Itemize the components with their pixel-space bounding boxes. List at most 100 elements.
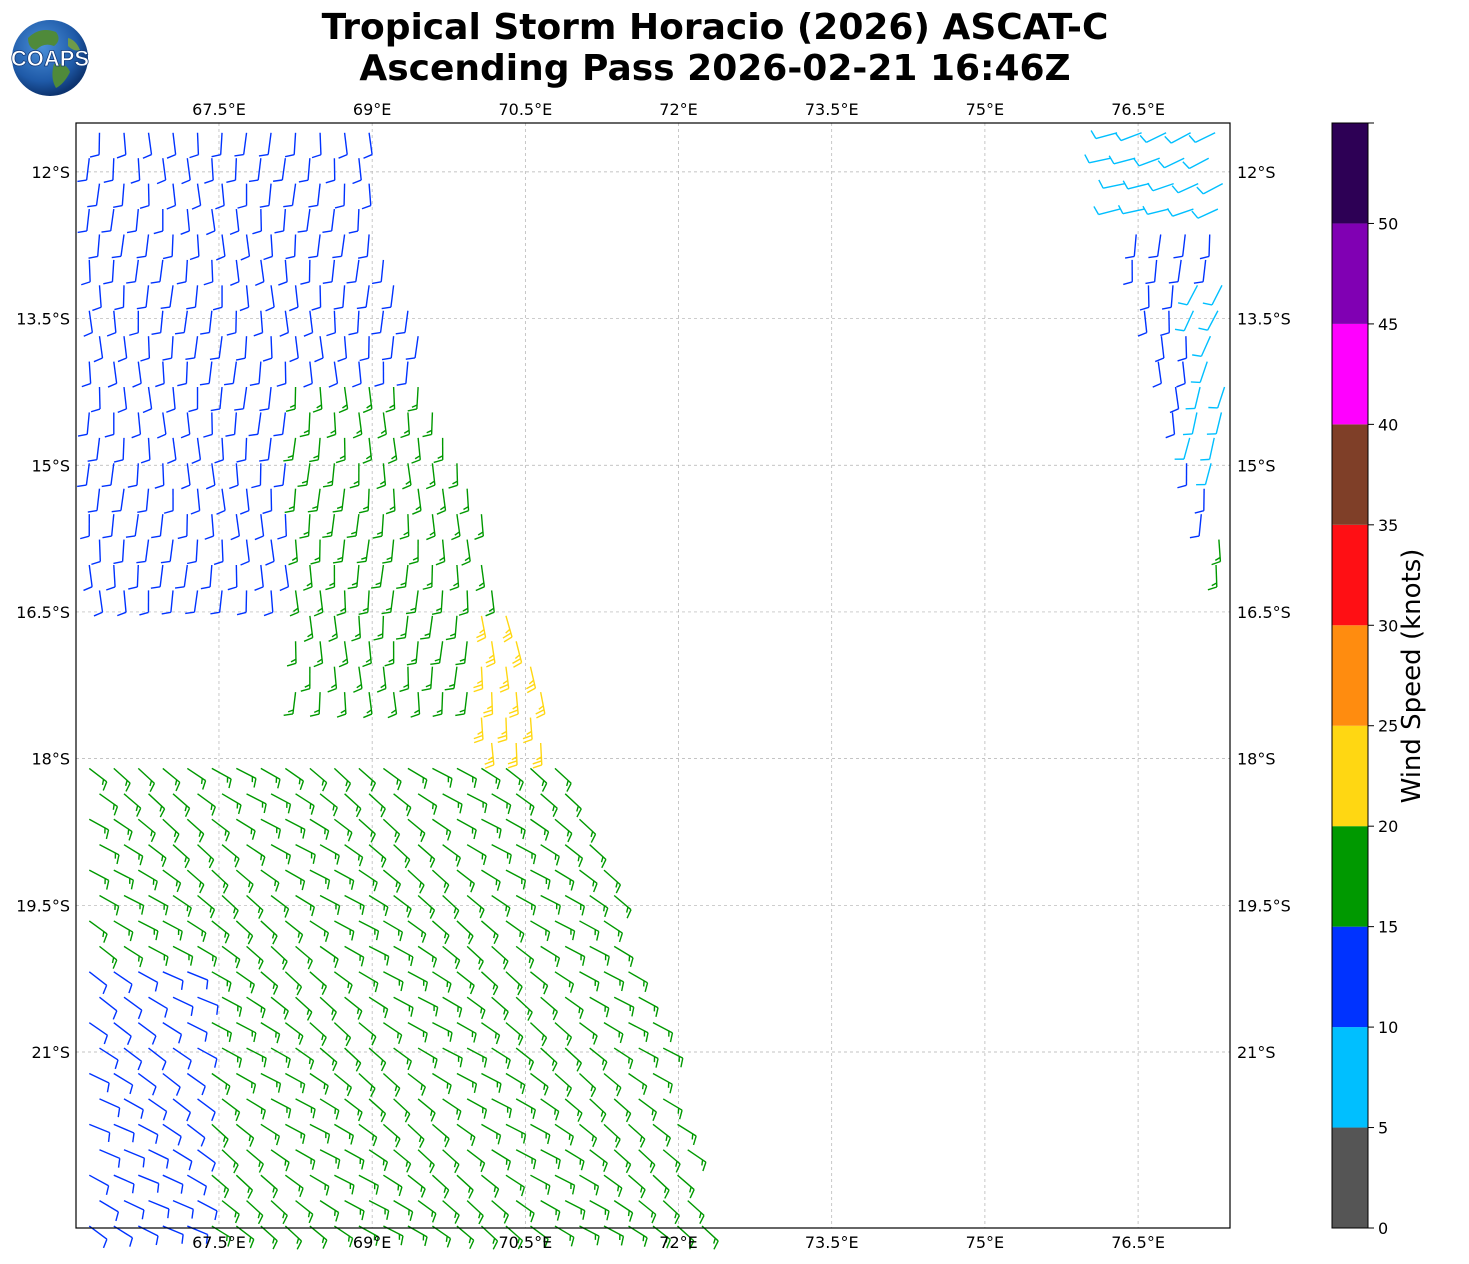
wind-barb <box>221 1200 240 1224</box>
wind-barb <box>259 437 272 462</box>
wind-barb <box>177 361 189 387</box>
wind-barb <box>221 793 242 815</box>
wind-barb <box>113 1174 135 1194</box>
wind-barb <box>113 1072 134 1095</box>
wind-barb <box>579 971 600 992</box>
wind-barb <box>235 1072 257 1094</box>
wind-barb <box>137 920 159 941</box>
wind-barb <box>162 767 181 792</box>
wind-barb <box>368 1047 387 1072</box>
wind-barb <box>368 1199 390 1220</box>
colorbar-tick-label: 15 <box>1378 918 1398 937</box>
wind-barb <box>381 590 395 615</box>
wind-barb <box>529 1022 548 1047</box>
wind-barb <box>148 1098 168 1121</box>
wind-barb <box>407 1174 426 1198</box>
wind-barb <box>432 1072 452 1095</box>
wind-barb <box>363 692 373 719</box>
wind-barb <box>1124 234 1137 259</box>
wind-barb <box>1206 412 1223 435</box>
wind-barb <box>123 996 143 1020</box>
wind-barb <box>262 336 273 362</box>
wind-barb <box>564 844 584 868</box>
wind-barb <box>295 1098 316 1119</box>
wind-barb <box>322 208 336 233</box>
wind-barb <box>383 1174 403 1197</box>
wind-barb <box>540 945 561 968</box>
wind-barb <box>99 844 120 865</box>
map-frame <box>75 122 1231 1229</box>
wind-barb <box>221 895 239 920</box>
wind-barb <box>407 869 425 894</box>
wind-barb <box>1093 206 1121 216</box>
wind-barb <box>405 590 419 615</box>
wind-barb <box>162 818 180 843</box>
wind-barb <box>491 945 509 970</box>
wind-barb <box>638 1047 659 1068</box>
wind-barb <box>589 894 609 918</box>
wind-barb <box>344 844 364 867</box>
wind-barb <box>226 310 238 336</box>
wind-barb <box>1152 361 1162 388</box>
wind-barb <box>382 539 395 564</box>
wind-barb <box>197 1098 216 1122</box>
wind-barb <box>313 590 324 617</box>
wind-barb <box>284 767 305 791</box>
wind-barb <box>137 1123 159 1144</box>
wind-barb <box>151 310 164 335</box>
wind-barb <box>662 1200 681 1225</box>
wind-barb <box>344 793 362 818</box>
wind-barb <box>382 1072 401 1097</box>
wind-barb <box>200 310 213 335</box>
wind-barb <box>259 386 272 412</box>
wind-barb <box>284 1022 304 1045</box>
wind-barb <box>442 895 460 920</box>
wind-barb <box>554 920 576 941</box>
wind-barb <box>554 869 575 891</box>
wind-barb <box>235 1174 254 1199</box>
lat-tick-label-left: 12°S <box>31 163 70 182</box>
wind-barb <box>270 894 290 918</box>
wind-barb <box>505 920 525 943</box>
wind-barb <box>230 259 240 286</box>
wind-barb <box>239 285 250 312</box>
wind-barb <box>285 234 297 260</box>
wind-barb <box>303 361 313 388</box>
wind-barb <box>284 920 304 944</box>
wind-barb <box>235 869 254 894</box>
wind-barb <box>417 996 439 1017</box>
wind-barb <box>139 590 150 616</box>
wind-barb <box>89 1123 111 1143</box>
wind-barb <box>273 463 287 488</box>
wind-barb <box>92 285 102 312</box>
wind-barb <box>422 412 434 438</box>
wind-barb <box>148 844 167 868</box>
wind-barb <box>344 996 363 1020</box>
wind-barb <box>564 1199 586 1220</box>
wind-barb <box>332 234 346 259</box>
wind-barb <box>313 641 324 668</box>
colorbar-label: Wind Speed (knots) <box>1397 548 1427 804</box>
wind-barb <box>295 894 315 917</box>
lat-tick-label-left: 19.5°S <box>16 896 70 915</box>
wind-barb <box>564 996 584 1019</box>
wind-barb <box>148 945 169 966</box>
wind-barb <box>126 208 139 234</box>
wind-barb <box>309 767 328 792</box>
wind-barb <box>505 1174 526 1197</box>
wind-barb <box>1157 157 1185 169</box>
wind-barb <box>157 412 167 439</box>
colorbar-bin <box>1332 1127 1368 1228</box>
wind-barb <box>234 386 248 411</box>
lon-tick-label-bottom: 69°E <box>353 1233 391 1252</box>
colorbar-bin <box>1332 524 1368 626</box>
wind-barb <box>333 1072 353 1097</box>
wind-barb <box>186 818 205 843</box>
wind-barb <box>344 1047 362 1072</box>
wind-barb <box>187 1022 208 1042</box>
colorbar-tick-label: 40 <box>1378 415 1398 434</box>
wind-barb <box>172 996 194 1016</box>
wind-barb <box>393 1200 414 1221</box>
wind-barb <box>197 793 216 816</box>
wind-barb <box>309 437 321 463</box>
